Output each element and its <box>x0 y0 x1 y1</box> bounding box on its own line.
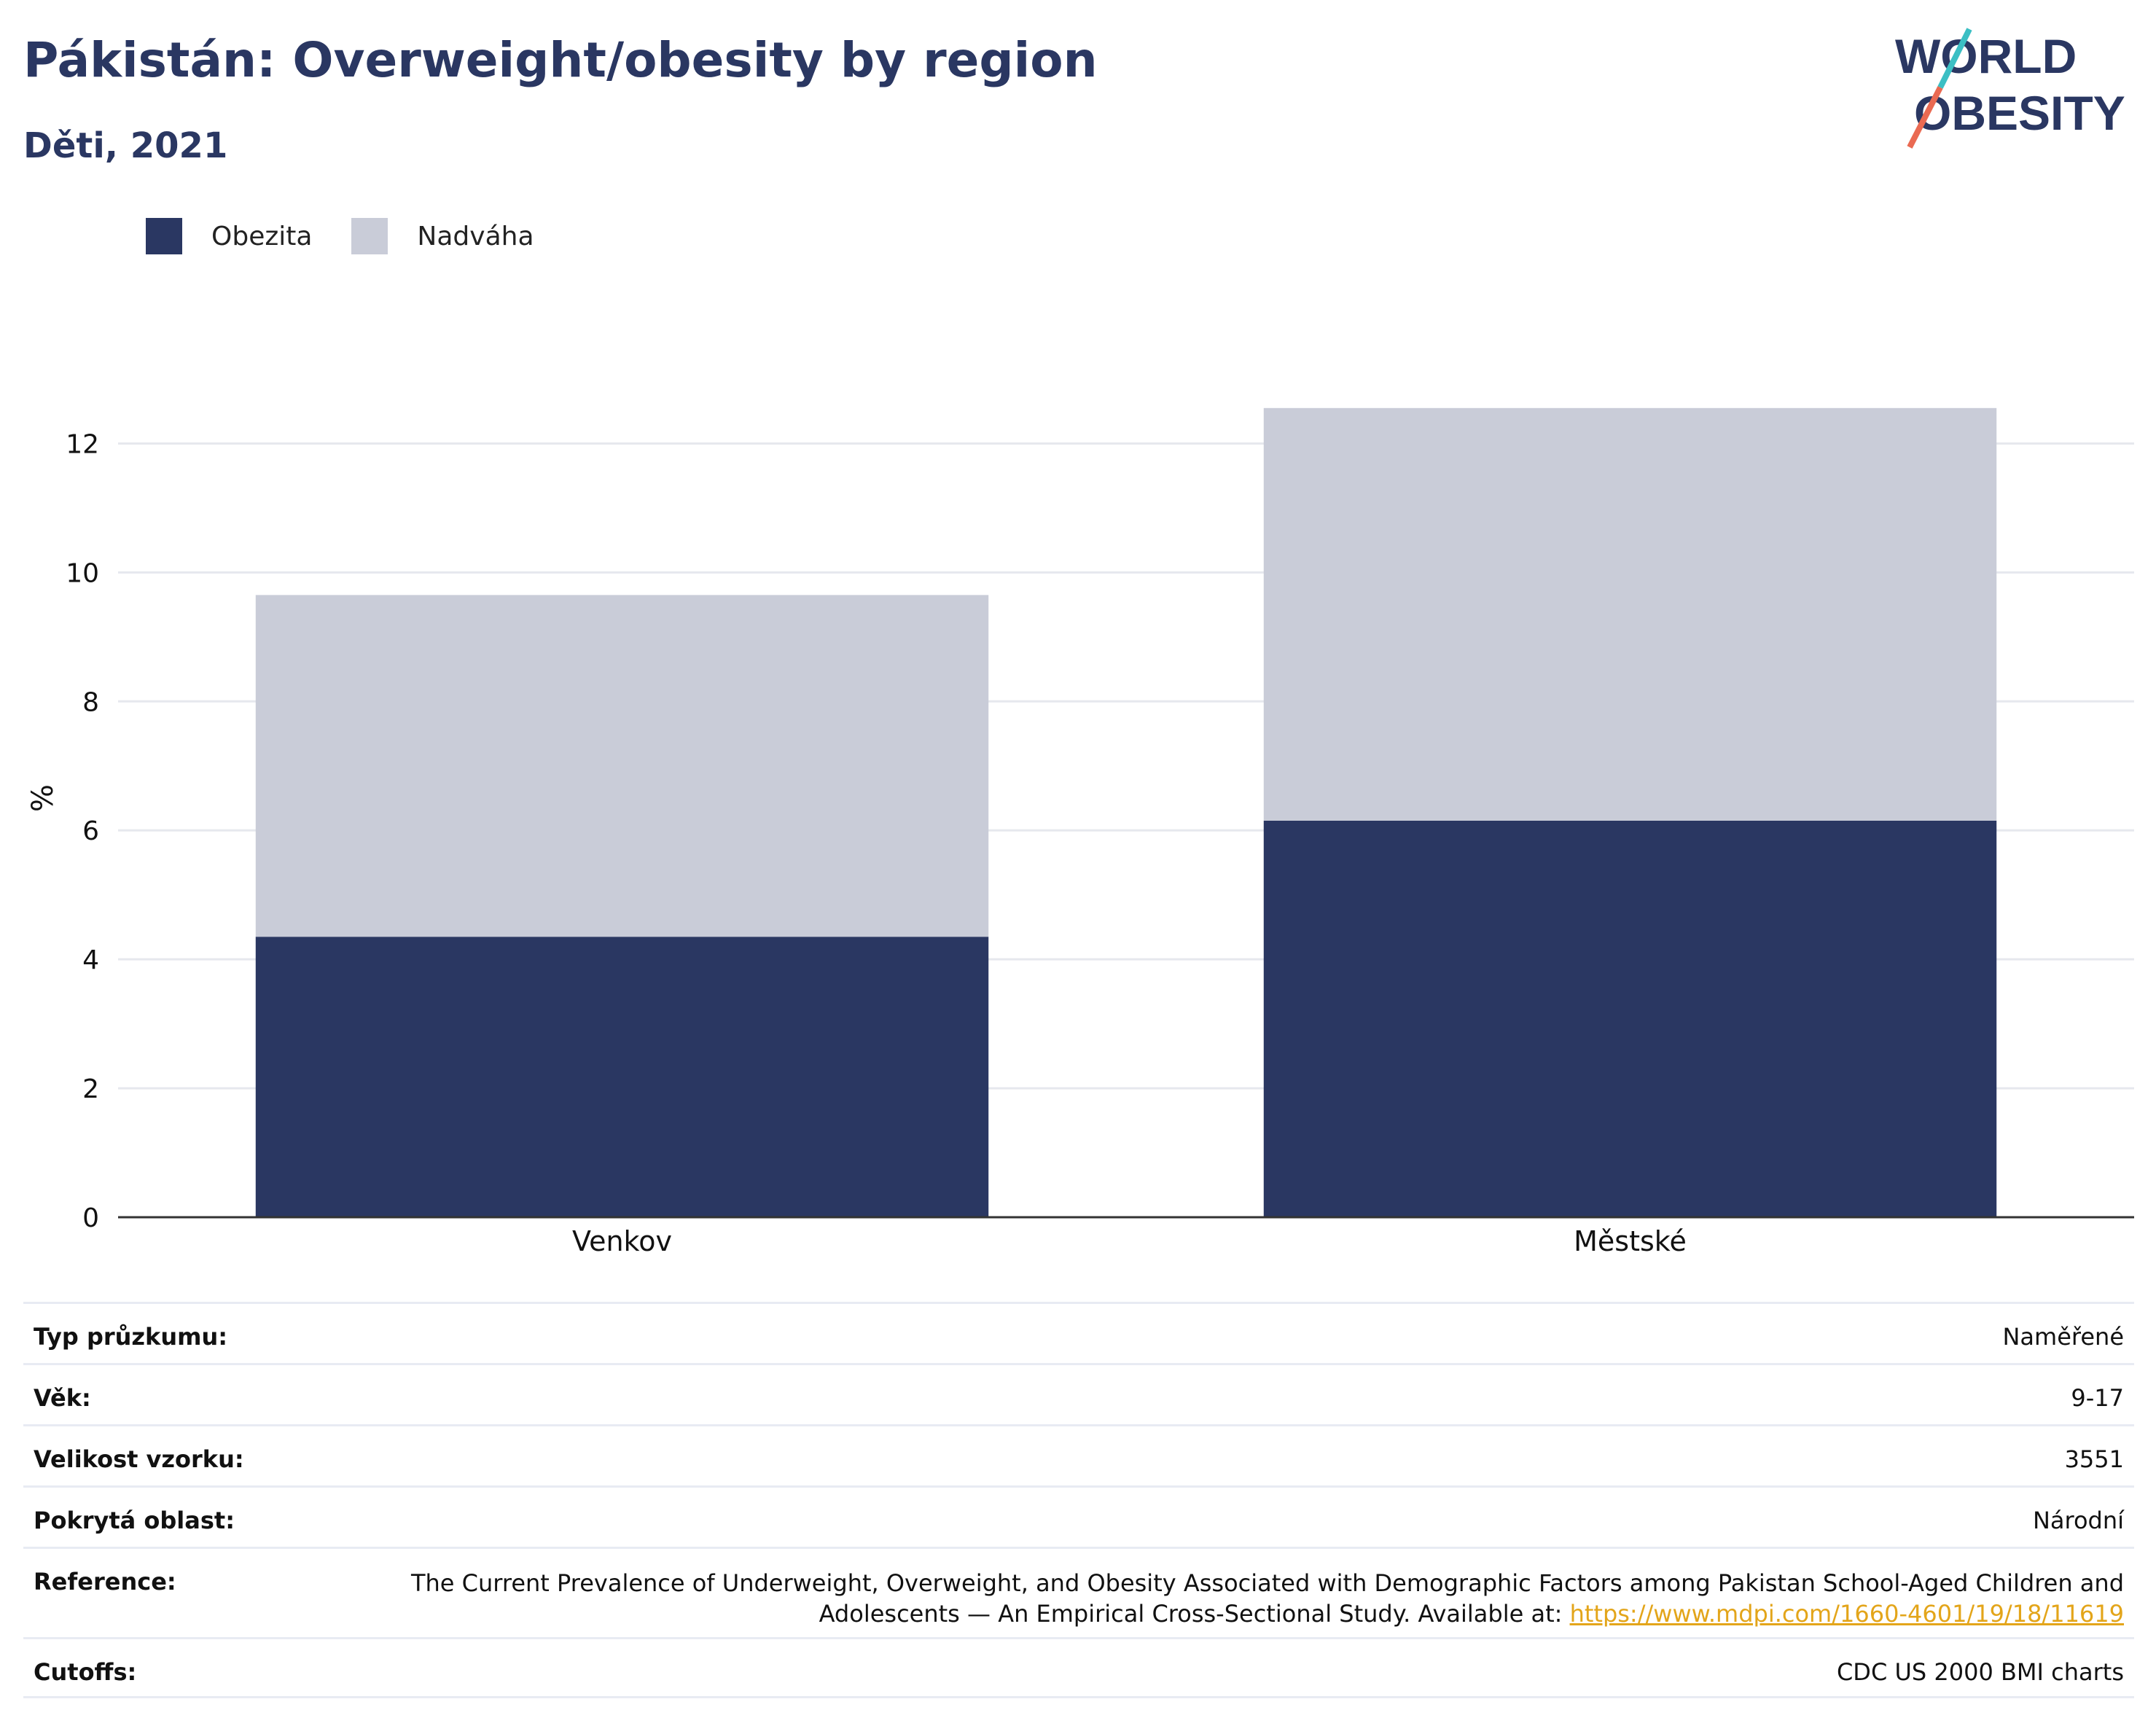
meta-value: Naměřené <box>2002 1323 2124 1351</box>
logo-line2: OBESITY <box>1914 86 2125 140</box>
logo-line1: WORLD <box>1895 29 2077 83</box>
meta-row-cutoffs: Cutoffs: CDC US 2000 BMI charts <box>23 1637 2134 1698</box>
legend: Obezita Nadváha <box>146 217 574 255</box>
meta-key: Věk: <box>34 1384 91 1412</box>
meta-key: Reference: <box>34 1568 176 1596</box>
reference-citation: The Current Prevalence of Underweight, O… <box>410 1569 2124 1628</box>
reference-text: The Current Prevalence of Underweight, O… <box>360 1568 2124 1629</box>
y-axis-label: % <box>26 784 60 812</box>
bar-nadvaha-1 <box>1263 407 1997 821</box>
meta-key: Velikost vzorku: <box>34 1445 244 1473</box>
meta-key: Pokrytá oblast: <box>34 1507 235 1534</box>
logo-slash-bottom <box>1907 86 1943 149</box>
legend-swatch-nadvaha <box>351 218 388 254</box>
meta-value: CDC US 2000 BMI charts <box>1836 1658 2124 1686</box>
legend-label-obezita: Obezita <box>211 221 313 251</box>
reference-link[interactable]: https://www.mdpi.com/1660-4601/19/18/116… <box>1569 1600 2124 1628</box>
legend-item-obezita[interactable]: Obezita <box>146 218 312 254</box>
x-tick-label: Venkov <box>572 1225 672 1257</box>
meta-row-survey-type: Typ průzkumu: Naměřené <box>23 1302 2134 1363</box>
legend-swatch-obezita <box>146 218 182 254</box>
bar-nadvaha-0 <box>255 595 989 937</box>
y-tick-label: 10 <box>66 558 99 588</box>
meta-row-sample-size: Velikost vzorku: 3551 <box>23 1424 2134 1485</box>
meta-value: 3551 <box>2064 1445 2124 1473</box>
meta-key: Cutoffs: <box>34 1658 137 1686</box>
y-tick-label: 8 <box>82 687 99 717</box>
meta-row-coverage: Pokrytá oblast: Národní <box>23 1485 2134 1547</box>
metadata-table: Typ průzkumu: Naměřené Věk: 9-17 Velikos… <box>23 1302 2134 1698</box>
meta-value: 9-17 <box>2071 1384 2124 1412</box>
meta-value: Národní <box>2032 1507 2124 1534</box>
legend-label-nadvaha: Nadváha <box>417 221 534 251</box>
y-tick-label: 2 <box>82 1074 99 1104</box>
chart-subtitle: Děti, 2021 <box>23 125 228 166</box>
bar-obezita-0 <box>255 937 989 1217</box>
y-tick-label: 6 <box>82 816 99 846</box>
y-tick-label: 0 <box>82 1203 99 1233</box>
meta-row-reference: Reference: The Current Prevalence of Und… <box>23 1547 2134 1637</box>
stacked-bar-chart: 0 2 4 6 8 10 12% Venkov Městské <box>26 407 2134 1257</box>
y-tick-label: 4 <box>82 945 99 975</box>
meta-row-age: Věk: 9-17 <box>23 1363 2134 1424</box>
y-tick-label: 12 <box>66 429 99 459</box>
logo-slash-top <box>1937 28 1972 89</box>
meta-key: Typ průzkumu: <box>34 1323 228 1351</box>
bar-obezita-1 <box>1263 820 1997 1217</box>
chart-title: Pákistán: Overweight/obesity by region <box>23 32 1098 88</box>
legend-item-nadvaha[interactable]: Nadváha <box>351 218 534 254</box>
world-obesity-logo: WORLD OBESITY <box>1895 28 2125 149</box>
x-tick-label: Městské <box>1574 1225 1687 1257</box>
